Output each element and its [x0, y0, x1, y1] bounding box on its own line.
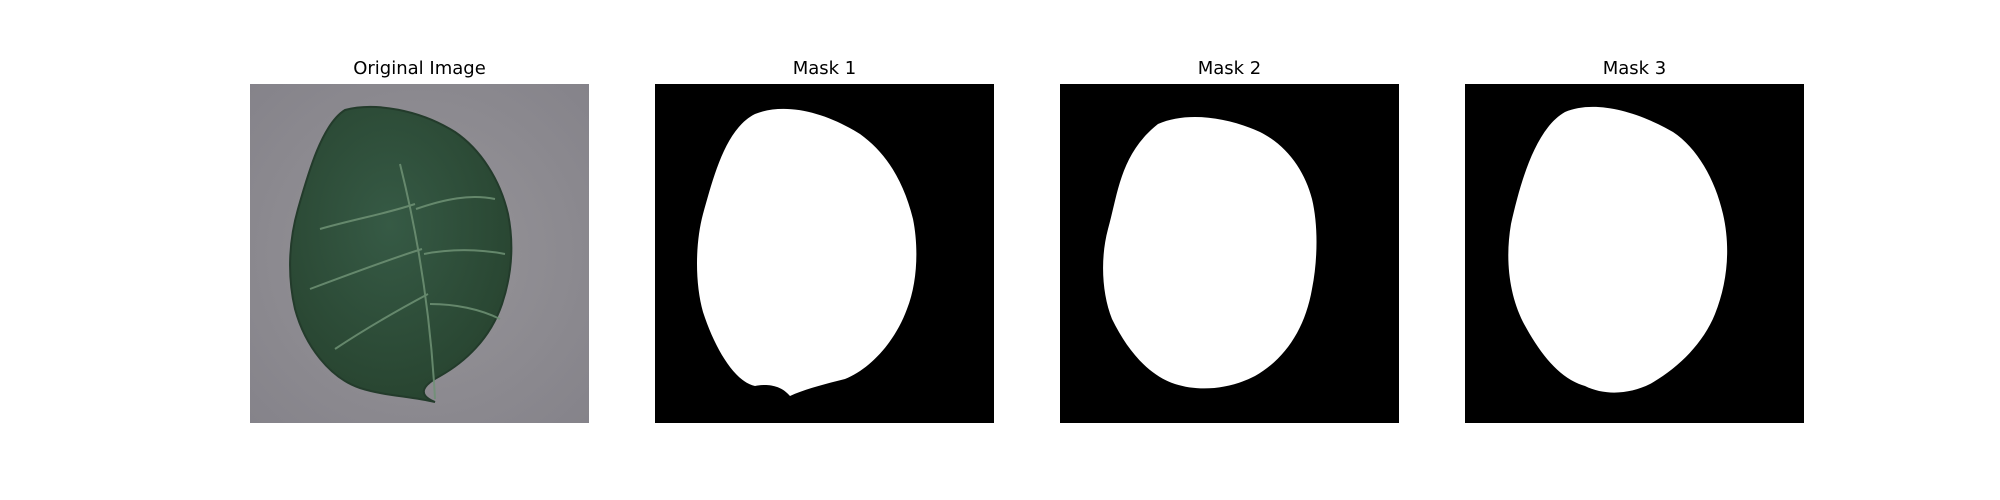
leaf-veins	[309, 163, 506, 400]
mask-1-image	[655, 84, 994, 423]
mask-2-panel	[1060, 84, 1399, 423]
mask-2-foreground	[1103, 117, 1317, 389]
mask-1-foreground	[697, 108, 917, 396]
leaf-shape	[289, 105, 513, 403]
panel-title-mask-2: Mask 2	[1197, 58, 1262, 79]
original-image-panel	[250, 84, 589, 423]
mask-3-panel	[1465, 84, 1804, 423]
mask-2-image	[1060, 84, 1399, 423]
panel-title-mask-1: Mask 1	[792, 58, 857, 79]
panel-title-original-image: Original Image	[353, 58, 486, 79]
mask-1-panel	[655, 84, 994, 423]
mask-3-foreground	[1508, 106, 1728, 393]
leaf-photo	[250, 84, 589, 423]
mask-3-image	[1465, 84, 1804, 423]
panel-title-mask-3: Mask 3	[1602, 58, 1667, 79]
